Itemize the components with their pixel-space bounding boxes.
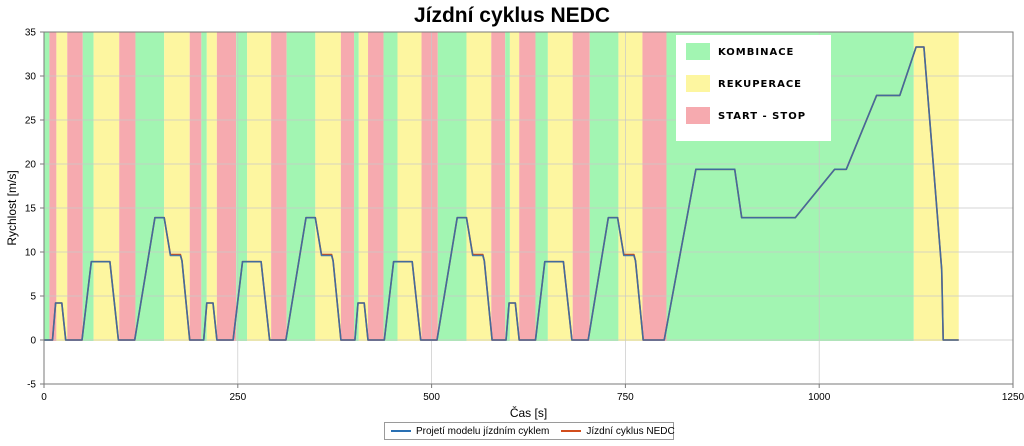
zone-legend-swatch-start-stop [686,107,710,124]
zone-band [397,32,422,341]
x-tick-label: 500 [423,392,440,403]
zone-legend-label-rekuperace: REKUPERACE [718,79,802,90]
series-legend: Projetí modelu jízdním cyklem Jízdní cyk… [384,422,675,440]
zone-band [93,32,120,341]
zone-band [189,32,202,341]
zone-band [589,32,619,341]
x-axis-label: Čas [s] [510,405,547,420]
zone-band [354,32,359,341]
y-tick-label: -5 [27,380,36,391]
zone-band [286,32,316,341]
legend-swatch-model [391,430,411,432]
x-tick-label: 750 [617,392,634,403]
zone-band [383,32,398,341]
zone-band [271,32,287,341]
y-tick-label: 15 [25,204,37,215]
zone-band [119,32,136,341]
zone-band [509,32,520,341]
zone-band [56,32,68,341]
y-tick-label: 5 [30,292,36,303]
zone-band [519,32,536,341]
zone-band [572,32,590,341]
x-tick-label: 1000 [808,392,831,403]
legend-swatch-nedc [561,430,582,432]
zone-band [491,32,506,341]
zone-band [236,32,248,341]
zone-band [547,32,573,341]
zone-band [437,32,467,341]
zone-band [642,32,667,341]
legend-label-model: Projetí modelu jízdním cyklem [416,425,550,437]
x-tick-label: 250 [229,392,246,403]
y-tick-label: 25 [25,116,37,127]
zone-band [49,32,57,341]
zone-band [216,32,237,341]
zone-band [421,32,438,341]
y-tick-label: 20 [25,160,37,171]
y-tick-label: 30 [25,72,37,83]
y-tick-label: 10 [25,248,37,259]
zone-legend-label-kombinace: KOMBINACE [718,47,794,58]
series-layer [44,46,959,341]
x-tick-label: 0 [41,392,47,403]
zone-legend-swatch-rekuperace [686,75,710,92]
zone-band [67,32,83,341]
x-tick-label: 1250 [1002,392,1024,403]
y-axis-label: Rychlost [m/s] [5,170,19,245]
legend-entry-nedc: Jízdní cyklus NEDC [561,425,675,437]
zone-band [358,32,369,341]
zone-legend: KOMBINACE REKUPERACE START - STOP [676,35,831,141]
zone-band [206,32,217,341]
series-line-model [44,46,959,341]
zone-band [340,32,355,341]
zone-band [247,32,272,341]
chart-title: Jízdní cyklus NEDC [413,4,611,27]
zone-band [913,32,959,341]
y-tick-label: 35 [25,28,37,39]
zone-band [44,32,50,341]
axes-layer: 0 250 500 750 1000 1250 -5 0 5 10 15 20 25 30 35 [25,28,1024,404]
legend-entry-model: Projetí modelu jízdním cyklem [391,426,549,437]
zone-legend-label-start-stop: START - STOP [718,111,806,122]
legend-label-nedc: Jízdní cyklus NEDC [586,425,675,437]
zone-band [505,32,510,341]
zone-band [82,32,94,341]
zone-band [201,32,207,341]
zone-band [368,32,384,341]
zone-legend-swatch-kombinace [686,43,710,60]
zone-band [135,32,165,341]
y-tick-label: 0 [30,336,36,347]
